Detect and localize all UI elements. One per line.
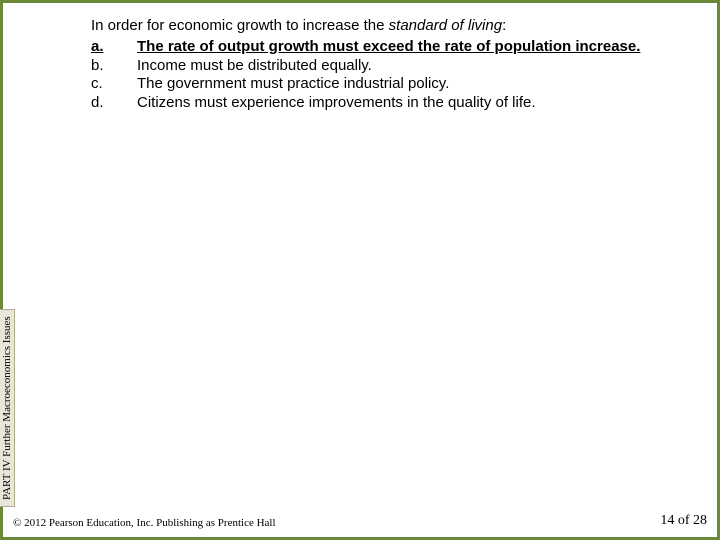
question-stem: In order for economic growth to increase… xyxy=(91,17,693,36)
part-label: PART IV Further Macroeconomics Issues xyxy=(0,309,15,507)
page-number: 14 of 28 xyxy=(660,513,707,529)
option-a: a. The rate of output growth must exceed… xyxy=(91,38,693,57)
question-emphasis: standard of living xyxy=(389,17,502,34)
question-tail: : xyxy=(502,17,506,34)
option-c: c. The government must practice industri… xyxy=(91,75,693,94)
option-text: Citizens must experience improvements in… xyxy=(137,94,693,113)
footer: © 2012 Pearson Education, Inc. Publishin… xyxy=(13,513,707,529)
option-text: The government must practice industrial … xyxy=(137,75,693,94)
copyright-text: © 2012 Pearson Education, Inc. Publishin… xyxy=(13,517,276,529)
option-text: The rate of output growth must exceed th… xyxy=(137,38,693,57)
option-letter: c. xyxy=(91,75,137,94)
option-letter: d. xyxy=(91,94,137,113)
option-text: Income must be distributed equally. xyxy=(137,57,693,76)
content-area: In order for economic growth to increase… xyxy=(91,17,693,113)
question-lead: In order for economic growth to increase… xyxy=(91,17,389,34)
option-b: b. Income must be distributed equally. xyxy=(91,57,693,76)
slide-page: In order for economic growth to increase… xyxy=(0,0,720,540)
option-letter: b. xyxy=(91,57,137,76)
options-list: a. The rate of output growth must exceed… xyxy=(91,38,693,113)
option-d: d. Citizens must experience improvements… xyxy=(91,94,693,113)
option-letter: a. xyxy=(91,38,137,57)
